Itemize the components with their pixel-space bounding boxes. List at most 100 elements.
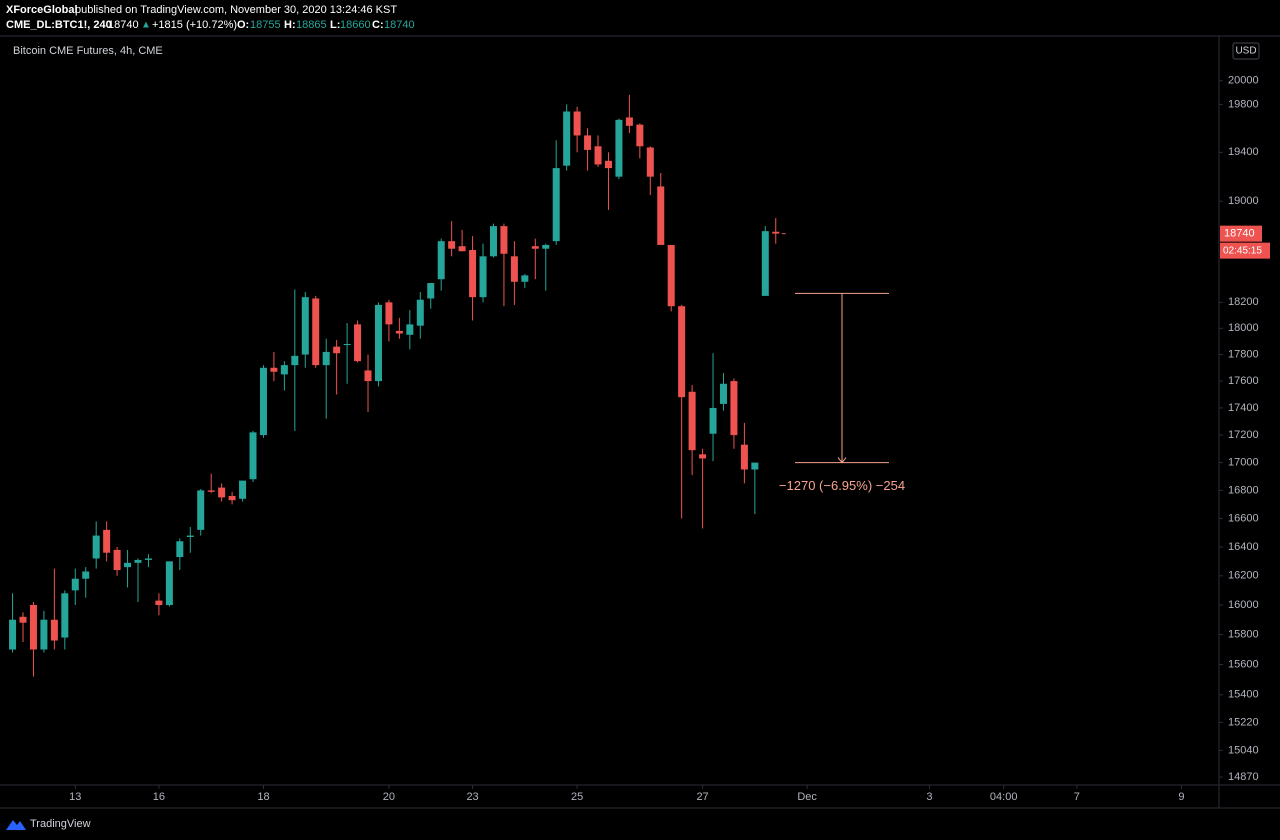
close-label: C:: [372, 19, 384, 31]
symbol: CME_DL:BTC1!, 240: [6, 19, 112, 31]
x-tick-label: 04:00: [990, 791, 1018, 803]
candle-body: [479, 256, 487, 298]
candle-body: [61, 593, 69, 638]
y-tick-label: 17600: [1228, 375, 1259, 387]
candle-body: [144, 558, 152, 560]
y-tick-label: 19800: [1228, 98, 1259, 110]
x-tick-label: 23: [466, 791, 478, 803]
candle-body: [678, 306, 686, 398]
candle-body: [9, 619, 17, 650]
y-tick-label: 18200: [1228, 296, 1259, 308]
candle-body: [103, 529, 111, 553]
low-value: 18660: [340, 19, 371, 31]
currency: USD: [1235, 46, 1256, 57]
y-tick-label: 15040: [1228, 744, 1259, 756]
candle-body: [312, 298, 320, 366]
y-tick-label: 19400: [1228, 146, 1259, 158]
up-arrow: ▲: [141, 20, 151, 31]
candle-body: [82, 571, 90, 579]
candle-body: [563, 111, 571, 166]
x-tick-label: Dec: [797, 791, 817, 803]
candle-body: [709, 407, 717, 434]
x-tick-label: 20: [383, 791, 395, 803]
x-tick-label: 27: [696, 791, 708, 803]
close-value: 18740: [384, 19, 415, 31]
last-price: 18740: [1224, 228, 1255, 240]
candle-body: [469, 249, 477, 298]
y-tick-label: 17400: [1228, 402, 1259, 414]
y-tick-label: 19000: [1228, 195, 1259, 207]
candle-body: [291, 355, 299, 366]
y-tick-label: 15220: [1228, 716, 1259, 728]
candle-body: [584, 135, 592, 150]
y-tick-label: 14870: [1228, 771, 1259, 783]
plot: 1487015040152201540015600158001600016200…: [9, 75, 1259, 803]
footer-logo: [6, 820, 26, 830]
candle-body: [259, 367, 267, 436]
candle-body: [615, 119, 623, 177]
candle-body: [322, 351, 330, 366]
candle-body: [646, 147, 654, 177]
y-tick-label: 20000: [1228, 75, 1259, 87]
candle-body: [249, 432, 257, 480]
measure-arrowhead: [837, 457, 847, 464]
candle-body: [343, 344, 351, 346]
candle-body: [124, 562, 132, 568]
x-tick-label: 7: [1074, 791, 1080, 803]
candle-body: [636, 124, 644, 147]
y-tick-label: 17800: [1228, 348, 1259, 360]
candle-body: [333, 346, 341, 354]
candle-body: [542, 244, 550, 249]
candle-body: [772, 231, 780, 234]
y-tick-label: 17200: [1228, 429, 1259, 441]
logo-icon: [6, 820, 26, 830]
published: published on TradingView.com, November 3…: [75, 4, 397, 16]
candle-body: [521, 275, 529, 282]
candle-body: [730, 381, 738, 436]
candle-body: [354, 324, 362, 362]
open-value: 18755: [250, 19, 281, 31]
high-label: H:: [284, 19, 296, 31]
candle-body: [364, 370, 372, 382]
candle-body: [625, 117, 633, 126]
currency-box: [1232, 42, 1260, 60]
candle-body: [134, 559, 142, 563]
candle-body: [186, 535, 194, 537]
candle-body: [301, 297, 309, 355]
candle-body: [500, 226, 508, 254]
y-tick-label: 18000: [1228, 322, 1259, 334]
candle-body: [395, 330, 403, 334]
x-tick-label: 13: [69, 791, 81, 803]
y-tick-label: 17000: [1228, 456, 1259, 468]
candle-body: [29, 605, 37, 650]
header-price: 18740: [108, 19, 139, 31]
candle-body: [416, 299, 424, 326]
candle-body: [40, 619, 48, 650]
y-tick-label: 15400: [1228, 689, 1259, 701]
candle-body: [155, 600, 163, 606]
high-value: 18865: [296, 19, 327, 31]
candle-body: [50, 619, 58, 641]
candle-body: [657, 186, 665, 245]
candle-body: [740, 444, 748, 470]
candle-body: [270, 367, 278, 372]
candle-body: [165, 561, 173, 606]
y-tick-label: 16400: [1228, 541, 1259, 553]
x-tick-label: 25: [571, 791, 583, 803]
x-tick-label: 9: [1178, 791, 1184, 803]
change: +1815 (+10.72%): [152, 19, 237, 31]
candle-body: [699, 454, 707, 459]
y-tick-label: 15800: [1228, 628, 1259, 640]
candle-body: [448, 241, 456, 249]
candle-body: [761, 231, 769, 296]
candle-body: [573, 111, 581, 136]
candle-body: [552, 168, 560, 242]
chart-title: Bitcoin CME Futures, 4h, CME: [13, 45, 163, 57]
countdown-box: [1220, 242, 1270, 259]
candle-body: [751, 462, 759, 470]
candle-body: [437, 241, 445, 280]
publisher: XForceGlobal: [6, 4, 78, 16]
candle-body: [218, 487, 226, 498]
